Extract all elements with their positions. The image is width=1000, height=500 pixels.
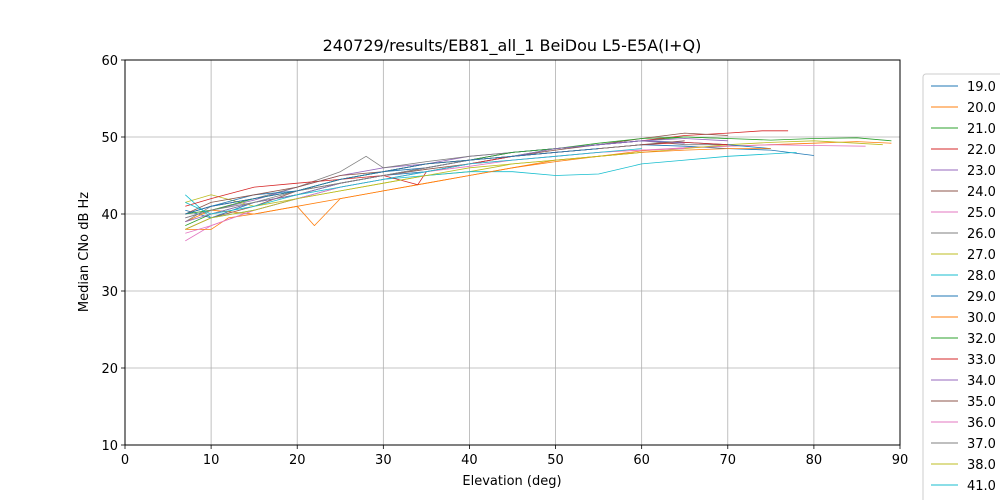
legend-label: 25.0 — [967, 206, 996, 221]
y-tick-label: 40 — [101, 208, 118, 223]
legend-label: 28.0 — [967, 269, 996, 284]
series-layer — [185, 130, 892, 242]
series-line-37.0 — [185, 144, 642, 219]
x-tick-label: 90 — [892, 453, 909, 468]
legend-box — [922, 73, 1000, 500]
series-line-19.0 — [185, 144, 814, 219]
x-ticks: 0 10 20 30 40 50 60 70 80 90 — [121, 445, 908, 468]
legend-label: 27.0 — [967, 248, 996, 263]
y-tick-label: 30 — [101, 285, 118, 300]
x-axis-label: Elevation (deg) — [462, 474, 561, 489]
legend-label: 33.0 — [967, 353, 996, 368]
legend-label: 37.0 — [967, 437, 996, 452]
x-tick-label: 10 — [203, 453, 220, 468]
x-tick-label: 70 — [720, 453, 737, 468]
series-line-42.0 — [185, 148, 599, 215]
legend-label: 35.0 — [967, 395, 996, 410]
legend-label: 21.0 — [967, 122, 996, 137]
legend-label: 36.0 — [967, 416, 996, 431]
series-line-41.0 — [185, 148, 642, 215]
legend: 19.0 20.0 21.0 22.0 23.0 24.0 25.0 26.0 27.0 28.0… — [922, 73, 1000, 500]
x-tick-label: 40 — [461, 453, 478, 468]
legend-label: 32.0 — [967, 332, 996, 347]
legend-label: 20.0 — [967, 101, 996, 116]
plot-frame — [124, 59, 901, 446]
y-tick-label: 10 — [101, 439, 118, 454]
y-tick-label: 60 — [101, 54, 118, 69]
grid — [124, 59, 901, 446]
legend-label: 34.0 — [967, 374, 996, 389]
series-line-34.0 — [185, 140, 685, 223]
series-line-24.0 — [185, 132, 728, 230]
series-line-30.0 — [185, 148, 771, 230]
x-tick-label: 30 — [375, 453, 392, 468]
series-line-32.0 — [185, 136, 728, 215]
series-line-26.0 — [185, 140, 728, 223]
x-tick-label: 50 — [547, 453, 564, 468]
x-tick-label: 20 — [289, 453, 306, 468]
legend-label: 38.0 — [967, 458, 996, 473]
legend-label: 41.0 — [967, 479, 996, 494]
series-line-36.0 — [185, 148, 685, 234]
y-tick-label: 50 — [101, 131, 118, 146]
y-ticks: 10 20 30 40 50 60 — [101, 54, 125, 454]
legend-label: 29.0 — [967, 290, 996, 305]
y-axis-label: Median CNo dB Hz — [77, 192, 92, 312]
legend-label: 19.0 — [967, 80, 996, 95]
legend-label: 24.0 — [967, 185, 996, 200]
legend-label: 26.0 — [967, 227, 996, 242]
legend-label: 23.0 — [967, 164, 996, 179]
x-tick-label: 80 — [806, 453, 823, 468]
chart-title: 240729/results/EB81_all_1 BeiDou L5-E5A(… — [323, 36, 702, 56]
x-tick-label: 0 — [121, 453, 129, 468]
legend-label: 22.0 — [967, 143, 996, 158]
x-tick-label: 60 — [633, 453, 650, 468]
series-line-38.0 — [185, 152, 642, 230]
legend-label: 30.0 — [967, 311, 996, 326]
y-tick-label: 20 — [101, 362, 118, 377]
